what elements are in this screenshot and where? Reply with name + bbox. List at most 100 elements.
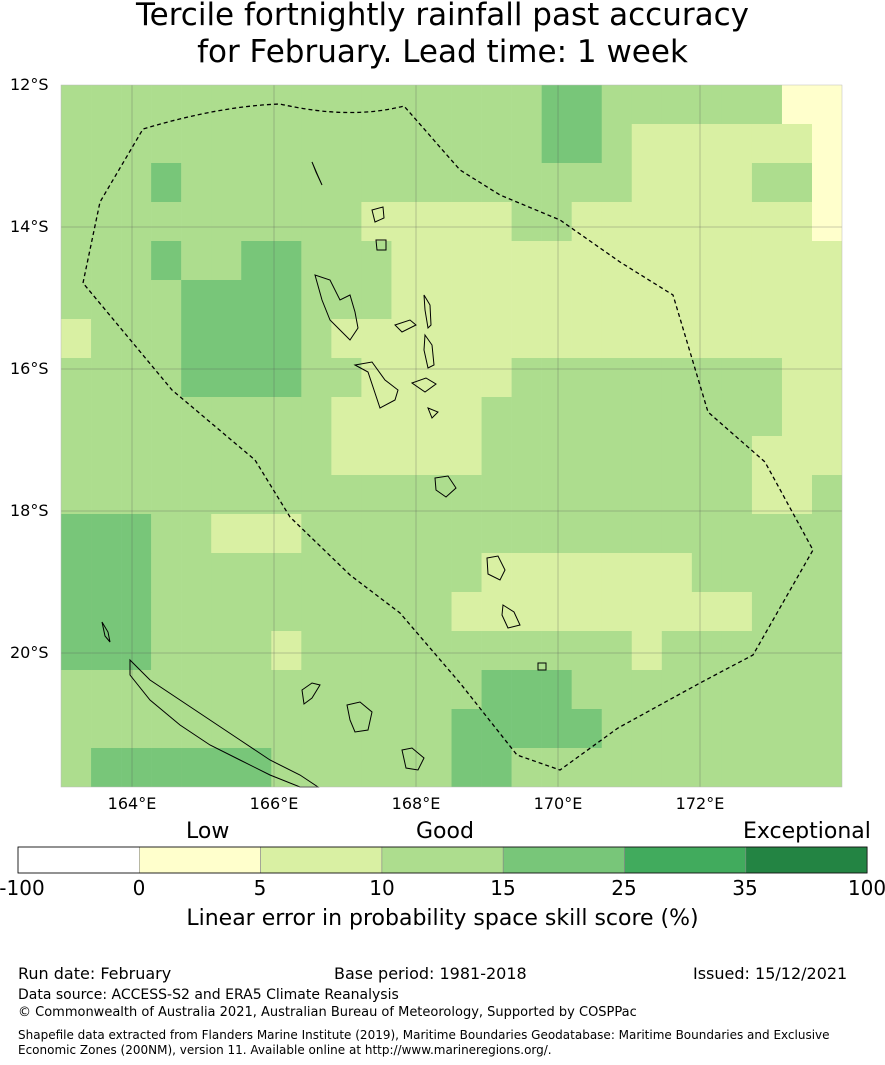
skill-cell [481, 553, 512, 593]
skill-cell [391, 397, 422, 437]
skill-cell [601, 397, 633, 437]
skill-cell [91, 280, 122, 320]
skill-cell [151, 124, 182, 164]
skill-cell [301, 163, 332, 203]
skill-cell [301, 241, 332, 281]
skill-map [60, 84, 843, 788]
colorbar-bin [381, 846, 504, 874]
skill-cell [751, 280, 783, 320]
skill-cell [331, 241, 362, 281]
skill-cell [361, 670, 392, 710]
skill-cell [781, 280, 813, 320]
skill-cell [241, 748, 272, 787]
skill-cell [241, 124, 272, 164]
skill-cell [631, 475, 663, 515]
skill-cell [691, 319, 723, 359]
skill-cell [481, 436, 512, 476]
skill-cell [601, 670, 633, 710]
skill-cell [511, 748, 542, 787]
skill-cell [812, 748, 842, 787]
skill-cell [91, 319, 122, 359]
skill-cell [391, 475, 422, 515]
island-tanna [501, 604, 521, 629]
skill-cell [631, 163, 663, 203]
skill-cell [181, 85, 212, 125]
colorbar-bin [139, 846, 261, 874]
skill-cell [61, 748, 92, 787]
skill-cell [751, 397, 783, 437]
skill-cell [121, 163, 152, 203]
skill-cell [751, 319, 783, 359]
skill-cell [361, 358, 392, 398]
skill-cell [421, 592, 452, 632]
skill-cell [511, 319, 542, 359]
skill-cell [151, 202, 182, 242]
skill-cell [812, 397, 842, 437]
skill-cell [451, 280, 482, 320]
skill-cell [211, 358, 242, 398]
skill-cell [751, 124, 783, 164]
skill-cell [721, 280, 753, 320]
skill-cell [661, 436, 693, 476]
eez-boundary [82, 103, 814, 771]
skill-cell [91, 241, 122, 281]
skill-cell [541, 241, 572, 281]
skill-cell [451, 241, 482, 281]
skill-cell [151, 358, 182, 398]
skill-cell [661, 163, 693, 203]
skill-cell [241, 475, 272, 515]
skill-cell [91, 553, 122, 593]
skill-cell [301, 670, 332, 710]
skill-cell [181, 397, 212, 437]
skill-cell [211, 436, 242, 476]
skill-cell [61, 397, 92, 437]
island-espiritu-santo [314, 274, 359, 341]
skill-cell [511, 514, 542, 554]
skill-cell [481, 748, 512, 787]
skill-cell [211, 280, 242, 320]
skill-cell [391, 124, 422, 164]
skill-cell [331, 631, 362, 671]
skill-cell [812, 85, 842, 125]
skill-cell [721, 358, 753, 398]
skill-cell [781, 124, 813, 164]
skill-cell [271, 319, 302, 359]
colorbar-title: Linear error in probability space skill … [186, 906, 699, 931]
lon-label-166e: 166°E [249, 794, 299, 813]
skill-cell [751, 358, 783, 398]
legend-category-low: Low [186, 819, 230, 844]
skill-cell [151, 709, 182, 749]
skill-cell [691, 280, 723, 320]
skill-cell [541, 631, 572, 671]
skill-cell [451, 475, 482, 515]
skill-cell [571, 280, 603, 320]
skill-cell [541, 280, 572, 320]
skill-cell [601, 514, 633, 554]
skill-cell [271, 553, 302, 593]
skill-cell [331, 670, 362, 710]
colorbar-bin [260, 846, 383, 874]
skill-cell [271, 358, 302, 398]
skill-cell [511, 202, 542, 242]
skill-cell [391, 85, 422, 125]
skill-cell [121, 514, 152, 554]
skill-cell [421, 748, 452, 787]
skill-cell [751, 748, 783, 787]
skill-cell [571, 670, 603, 710]
skill-cell [751, 85, 783, 125]
colorbar-tick: -100 [0, 876, 45, 900]
skill-cell [271, 202, 302, 242]
skill-cell [541, 397, 572, 437]
skill-cell [61, 631, 92, 671]
base-period: Base period: 1981-2018 [334, 964, 527, 983]
skill-cell [121, 592, 152, 632]
skill-cell [151, 748, 182, 787]
skill-cell [721, 397, 753, 437]
skill-cell [121, 280, 152, 320]
skill-cell [601, 124, 633, 164]
skill-cell [511, 124, 542, 164]
skill-cell [661, 358, 693, 398]
skill-cell [61, 319, 92, 359]
skill-cell [781, 670, 813, 710]
skill-cell [571, 436, 603, 476]
